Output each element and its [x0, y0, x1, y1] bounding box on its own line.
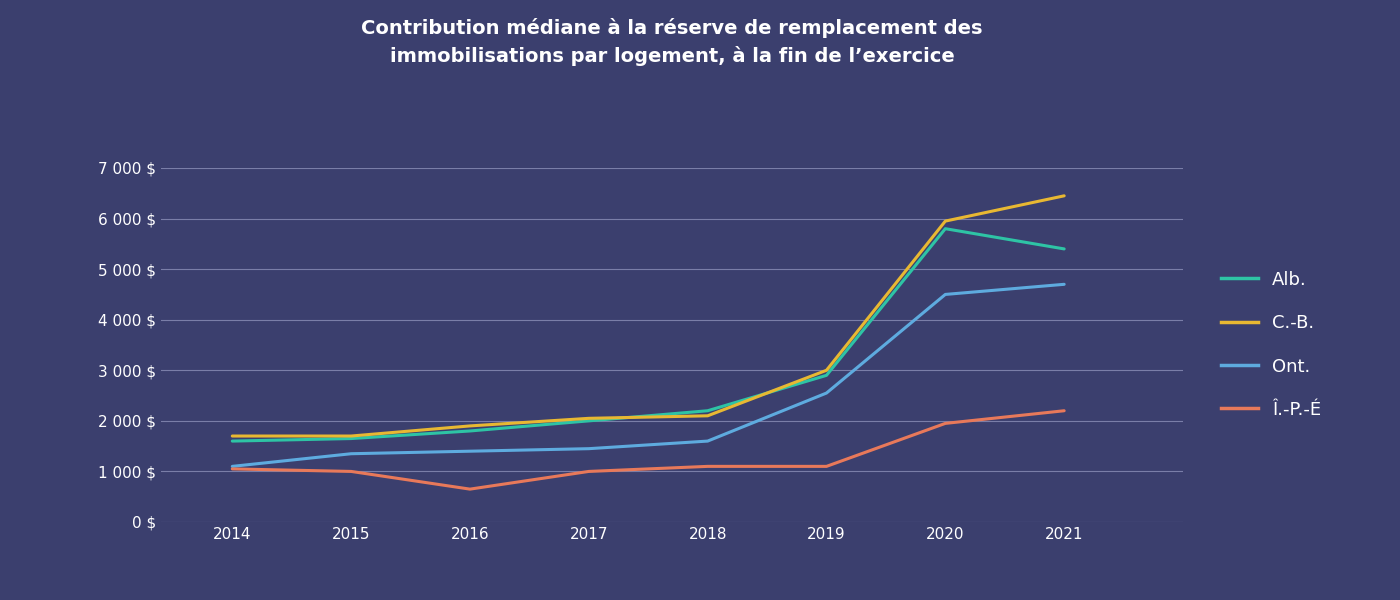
- Î.-P.-É: [224, 466, 241, 473]
- Text: Contribution médiane à la réserve de remplacement des
immobilisations par logeme: Contribution médiane à la réserve de rem…: [361, 18, 983, 66]
- Line: Alb.: Alb.: [232, 229, 1064, 441]
- Î.-P.-É: [462, 485, 479, 493]
- Î.-P.-É: [1056, 407, 1072, 415]
- Alb.: [699, 407, 715, 415]
- Î.-P.-É: [581, 468, 598, 475]
- Alb.: [818, 372, 834, 379]
- Î.-P.-É: [699, 463, 715, 470]
- Line: Ont.: Ont.: [232, 284, 1064, 466]
- Ont.: [937, 291, 953, 298]
- Ont.: [581, 445, 598, 452]
- Î.-P.-É: [937, 420, 953, 427]
- C.-B.: [462, 422, 479, 430]
- Ont.: [224, 463, 241, 470]
- C.-B.: [1056, 192, 1072, 199]
- C.-B.: [937, 217, 953, 224]
- Line: Î.-P.-É: Î.-P.-É: [232, 411, 1064, 489]
- Î.-P.-É: [343, 468, 360, 475]
- Alb.: [224, 437, 241, 445]
- Ont.: [1056, 281, 1072, 288]
- Alb.: [581, 417, 598, 424]
- Ont.: [343, 450, 360, 457]
- C.-B.: [224, 433, 241, 440]
- Ont.: [462, 448, 479, 455]
- Ont.: [818, 389, 834, 397]
- Line: C.-B.: C.-B.: [232, 196, 1064, 436]
- Alb.: [1056, 245, 1072, 253]
- C.-B.: [343, 433, 360, 440]
- C.-B.: [699, 412, 715, 419]
- C.-B.: [581, 415, 598, 422]
- Alb.: [937, 225, 953, 232]
- C.-B.: [818, 367, 834, 374]
- Alb.: [462, 427, 479, 434]
- Alb.: [343, 435, 360, 442]
- Ont.: [699, 437, 715, 445]
- Legend: Alb., C.-B., Ont., Î.-P.-É: Alb., C.-B., Ont., Î.-P.-É: [1212, 262, 1330, 428]
- Î.-P.-É: [818, 463, 834, 470]
